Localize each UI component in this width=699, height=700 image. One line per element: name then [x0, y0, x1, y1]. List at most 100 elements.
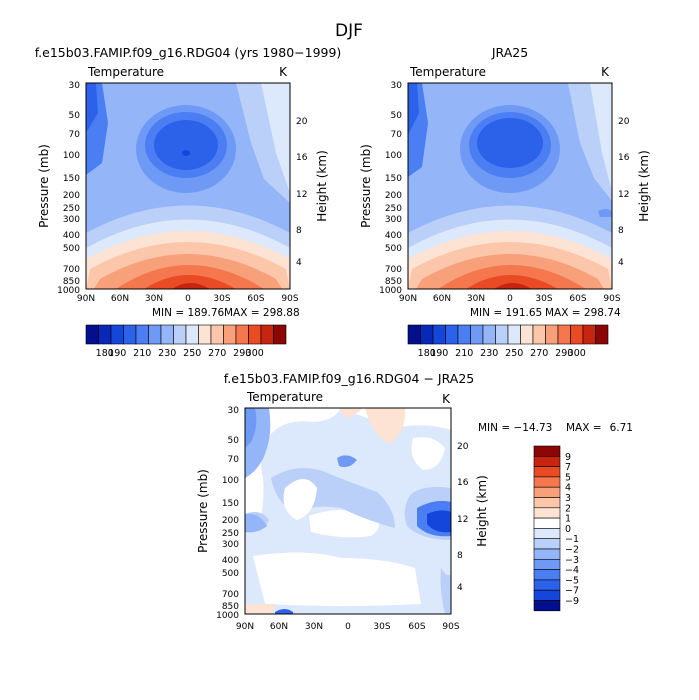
y-tick-label: 50 — [228, 436, 240, 446]
colorbar-tick-label: 210 — [455, 348, 473, 359]
y-tick-label: 300 — [63, 215, 80, 225]
colorbar-swatch — [533, 528, 561, 540]
colorbar-tick-label: 300 — [246, 348, 264, 359]
x-tick-label: 60S — [408, 622, 425, 632]
panel-diff-x-ticks: 90N 60N 30N 0 30S 60S 90S — [236, 622, 460, 632]
y-tick-label: 70 — [391, 130, 403, 140]
colorbar-swatch — [595, 324, 609, 345]
y-tick-label: 200 — [222, 516, 239, 526]
panel-model-y2-ticks: 20 16 12 8 4 — [296, 117, 308, 268]
panel-model-ylabel-right: Height (km) — [315, 150, 329, 221]
panel-model-title: f.e15b03.FAMIP.f09_g16.RDG04 (yrs 1980−1… — [35, 45, 342, 60]
y-tick-label: 500 — [63, 244, 80, 254]
y2-tick-label: 20 — [457, 442, 469, 452]
colorbar-swatch — [570, 324, 584, 345]
colorbar-swatch — [248, 324, 262, 345]
colorbar-tick-label: −9 — [565, 596, 579, 607]
x-tick-label: 90N — [236, 622, 254, 632]
colorbar-swatch — [533, 600, 561, 612]
panel-obs-y2-ticks: 20 16 12 8 4 — [618, 117, 630, 268]
colorbar-swatch — [495, 324, 509, 345]
colorbar-tick-label: 0 — [565, 524, 571, 535]
panel-diff-min: MIN = −14.73 — [478, 422, 552, 434]
colorbar-tick-label: 2 — [565, 503, 571, 514]
colorbar-swatch — [533, 579, 561, 591]
y2-tick-label: 4 — [296, 258, 302, 268]
x-tick-label: 30N — [305, 622, 323, 632]
panel-model: f.e15b03.FAMIP.f09_g16.RDG04 (yrs 1980−1… — [35, 45, 342, 319]
x-tick-label: 90S — [442, 622, 459, 632]
y-tick-label: 1000 — [57, 286, 80, 296]
colorbar-tick-label: 4 — [565, 483, 571, 494]
colorbar-swatch — [110, 324, 124, 345]
y-tick-label: 400 — [222, 556, 239, 566]
colorbar-swatch — [532, 324, 546, 345]
x-tick-label: 30N — [145, 294, 163, 304]
colorbar-swatch — [557, 324, 571, 345]
colorbar-swatch — [533, 507, 561, 519]
x-tick-label: 60S — [247, 294, 264, 304]
colorbar-swatch — [185, 324, 199, 345]
y-tick-label: 700 — [385, 265, 402, 275]
y-tick-label: 850 — [222, 602, 239, 612]
y2-tick-label: 12 — [296, 190, 307, 200]
panel-obs-frame — [407, 82, 613, 290]
y-tick-label: 850 — [385, 277, 402, 287]
y-tick-label: 70 — [69, 130, 81, 140]
x-tick-label: 90S — [281, 294, 298, 304]
y-tick-label: 850 — [63, 277, 80, 287]
y-tick-label: 400 — [385, 231, 402, 241]
x-tick-label: 60N — [111, 294, 129, 304]
y-tick-label: 250 — [222, 529, 239, 539]
panel-diff-max: MAX = — [566, 422, 602, 434]
panel-diff-max-value: 6.71 — [610, 422, 633, 434]
colorbar-swatch — [582, 324, 596, 345]
colorbar-tick-label: 190 — [108, 348, 126, 359]
colorbar-swatch — [533, 548, 561, 560]
colorbar-swatch — [457, 324, 471, 345]
y2-tick-label: 8 — [296, 226, 302, 236]
panel-diff-subtitle-left: Temperature — [246, 390, 323, 404]
panel-obs-min: MIN = 191.65 — [470, 307, 542, 319]
panel-diff-ylabel-right: Height (km) — [475, 475, 489, 546]
colorbar-tick-label: 9 — [565, 452, 571, 463]
colorbar-swatch — [533, 466, 561, 478]
y-tick-label: 100 — [63, 151, 80, 161]
colorbar-swatch — [260, 324, 274, 345]
y-tick-label: 30 — [228, 406, 240, 416]
colorbar-swatch — [533, 569, 561, 581]
y-tick-label: 300 — [222, 540, 239, 550]
panel-obs-ylabel: Pressure (mb) — [359, 144, 373, 228]
colorbar-swatch — [198, 324, 212, 345]
colorbar-swatch — [533, 455, 561, 467]
colorbar-tick-label: −5 — [565, 575, 579, 586]
colorbar-swatch — [148, 324, 162, 345]
colorbar-tick-label: −2 — [565, 545, 579, 556]
panel-diff-y2-ticks: 20 16 12 8 4 — [457, 442, 469, 593]
colorbar-tick-label: 210 — [133, 348, 151, 359]
colorbar-swatch — [545, 324, 559, 345]
x-tick-label: 60N — [433, 294, 451, 304]
panel-diff-subtitle-right: K — [442, 392, 451, 406]
colorbar-tick-label: 270 — [530, 348, 548, 359]
panel-diff-frame — [244, 407, 452, 615]
colorbar-swatch — [482, 324, 496, 345]
y-tick-label: 1000 — [379, 286, 402, 296]
panel-model-ylabel: Pressure (mb) — [37, 144, 51, 228]
colorbar-tick-label: 5 — [565, 472, 571, 483]
x-tick-label: 30S — [535, 294, 552, 304]
colorbar-swatch — [210, 324, 224, 345]
x-tick-label: 0 — [507, 294, 513, 304]
y-tick-label: 30 — [69, 81, 81, 91]
y2-tick-label: 16 — [618, 153, 630, 163]
x-tick-label: 30S — [373, 622, 390, 632]
colorbar-swatch — [533, 445, 561, 457]
panel-model-field — [86, 83, 290, 289]
x-tick-label: 30S — [213, 294, 230, 304]
y2-tick-label: 12 — [618, 190, 629, 200]
y2-tick-label: 4 — [618, 258, 624, 268]
y2-tick-label: 16 — [296, 153, 308, 163]
panel-model-min: MIN = 189.76 — [152, 307, 225, 319]
